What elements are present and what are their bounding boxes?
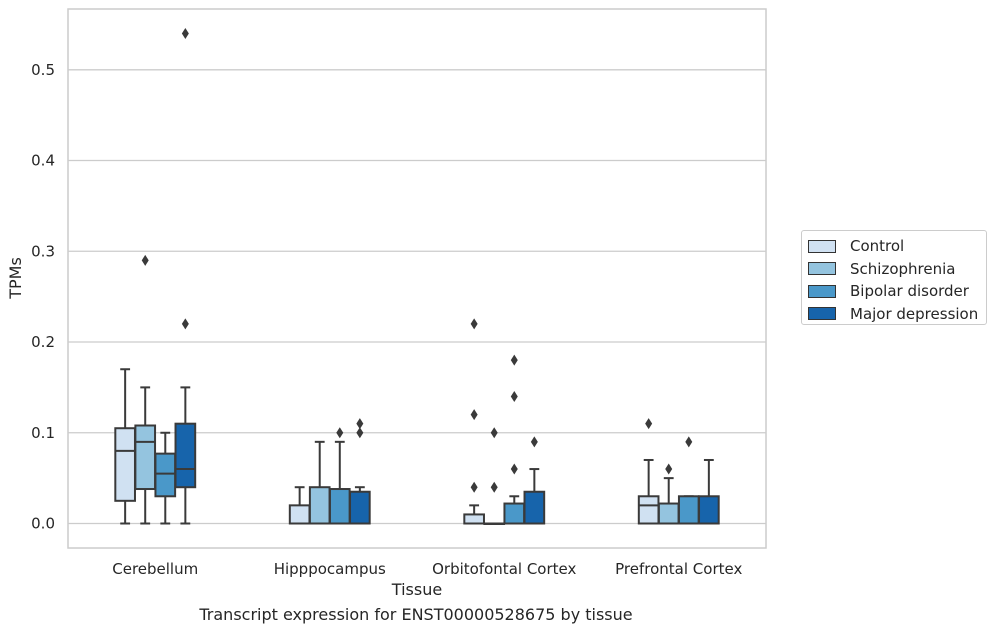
y-tick-label: 0.5 [31,61,55,79]
outlier-point [470,481,478,493]
outlier-point [665,463,673,475]
x-tick-label: Orbitofontal Cortex [432,560,576,578]
y-tick-label: 0.0 [31,515,55,533]
box-plot [698,458,720,525]
outlier-point [336,427,344,439]
legend-item-schizophrenia: Schizophrenia [808,258,986,281]
box-plot [174,28,197,525]
box-plot [328,427,351,525]
x-tick-label: Cerebellum [112,560,198,578]
box [657,502,680,525]
outlier-point [356,418,364,430]
legend-swatch-major-depression [808,307,836,321]
box-plot [349,418,371,525]
outlier-point [530,436,538,448]
outlier-point [356,427,364,439]
x-tick-labels: Cerebellum Hipppocampus Orbitofontal Corte… [112,560,742,578]
legend-item-bipolar-disorder: Bipolar disorder [808,280,986,303]
box-plot [657,463,680,525]
x-tick-label: Hipppocampus [274,560,386,578]
outlier-point [510,463,518,475]
legend: Control Schizophrenia Bipolar disorder M… [801,230,987,325]
chart-caption: Transcript expression for ENST0000052867… [199,605,633,624]
box [114,427,136,502]
y-tick-label: 0.1 [31,424,55,442]
box [698,495,720,525]
outlier-point [510,390,518,402]
box [154,452,177,498]
box-plot [134,254,157,525]
legend-item-control: Control [808,235,986,258]
box [503,502,526,525]
y-axis-label: TPMs [6,257,25,300]
outlier-point [470,409,478,421]
outlier-point [490,427,498,439]
outlier-point [141,254,149,266]
y-tick-label: 0.2 [31,333,55,351]
outlier-point [470,318,478,330]
legend-label-control: Control [850,237,905,256]
y-tick-labels: 0.0 0.1 0.2 0.3 0.4 0.5 [31,61,55,533]
box [328,488,351,525]
box-plot [154,431,177,525]
box-plot [463,318,485,525]
box-plot [483,427,506,525]
outlier-point [181,28,189,39]
legend-swatch-bipolar-disorder [808,284,836,298]
box [349,490,371,525]
legend-swatch-schizophrenia [808,262,836,276]
legend-swatch-control [808,239,836,253]
box-plot [677,436,700,525]
box-plot [308,440,331,525]
legend-label-schizophrenia: Schizophrenia [850,259,956,278]
box [677,495,700,525]
legend-label-major-depression: Major depression [850,304,979,323]
box-plot [288,486,311,525]
outlier-point [490,481,498,493]
box-plot [637,418,660,525]
x-tick-label: Prefrontal Cortex [615,560,742,578]
outlier-point [181,318,189,330]
box-plots [114,28,720,525]
box [637,495,660,525]
outlier-point [645,418,653,430]
x-axis-label: Tissue [391,580,442,599]
y-tick-label: 0.3 [31,242,55,260]
box [308,486,331,525]
box [174,422,197,489]
box [134,424,157,491]
box [288,504,311,525]
legend-label-bipolar-disorder: Bipolar disorder [850,282,969,301]
box-plot [114,368,136,525]
box-plot [503,354,526,525]
legend-item-major-depression: Major depression [808,303,986,326]
outlier-point [510,354,518,366]
outlier-point [685,436,693,448]
box-plot [523,436,546,525]
plot-frame [67,8,767,549]
box [523,490,546,525]
y-tick-label: 0.4 [31,152,55,170]
box [463,513,485,525]
